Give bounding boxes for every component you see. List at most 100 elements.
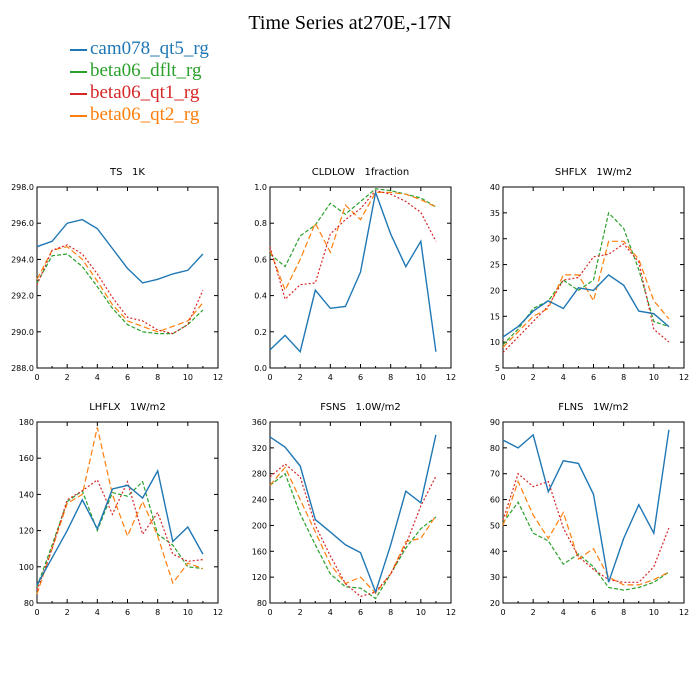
y-tick-label: 90 [490,418,500,427]
x-tick-label: 2 [298,608,303,617]
y-tick-label: 40 [490,183,500,192]
chart-panel: SHFLX 1W/m2 0 2 4 6 8 10 12 5 10 15 20 25 30 35 40 [490,167,689,382]
y-tick-label: 20 [490,599,500,608]
x-tick-label: 8 [388,608,393,617]
legend-label: cam078_qt5_rg [90,38,209,59]
legend-swatch [70,115,87,117]
x-tick-label: 6 [591,608,596,617]
chart-panel: FLNS 1W/m2 0 2 4 6 8 10 12 20 30 40 50 60 70 80 90 [490,402,689,617]
chart-panel: FSNS 1.0W/m2 0 2 4 6 8 10 12 80 120 160 200 240 280 32… [252,402,456,617]
y-tick-label: 180 [19,418,34,427]
y-tick-label: 30 [490,235,500,244]
y-tick-label: 120 [19,527,34,536]
plot-frame [269,186,452,369]
x-tick-label: 8 [155,608,160,617]
x-tick-label: 12 [213,373,223,382]
y-tick-label: 294.0 [11,255,34,264]
panel-title: LHFLX 1W/m2 [89,402,166,413]
y-tick-label: 0.6 [254,255,267,264]
series-line-beta06_qt2_rg [36,246,204,333]
x-tick-label: 6 [125,608,130,617]
y-tick-label: 40 [490,547,500,556]
y-tick-label: 10 [490,338,500,347]
y-tick-label: 140 [19,490,34,499]
x-tick-label: 12 [679,608,689,617]
x-tick-label: 6 [125,373,130,382]
y-tick-label: 50 [490,521,500,530]
series-line-beta06_dflt_rg [269,188,437,268]
plot-frame [269,421,452,604]
x-tick-label: 0 [34,373,39,382]
x-tick-label: 12 [446,373,456,382]
x-tick-label: 10 [416,373,426,382]
x-tick-label: 0 [267,373,272,382]
series-line-cam078_qt5_rg [502,273,670,338]
series-line-cam078_qt5_rg [269,434,437,595]
x-tick-label: 6 [358,608,363,617]
series-line-beta06_qt2_rg [502,479,670,586]
y-tick-label: 298.0 [11,183,34,192]
chart-panel: TS 1K 0 2 4 6 8 10 12 288.0 290.0 292.0 294.0 296.0 2… [11,167,223,382]
plot-frame [36,186,219,369]
series-line-beta06_qt2_rg [502,240,670,348]
y-tick-label: 0.4 [254,292,267,301]
panel-title: TS 1K [109,167,145,178]
x-tick-label: 0 [500,373,505,382]
y-tick-label: 288.0 [11,364,34,373]
legend-swatch [70,93,87,95]
x-tick-label: 10 [183,373,193,382]
series-line-beta06_qt2_rg [269,466,437,595]
figure-title: Time Series at270E,-17N [248,12,452,34]
y-tick-label: 0.0 [254,364,267,373]
series-line-beta06_dflt_rg [269,472,437,600]
series-line-beta06_qt2_rg [36,427,204,595]
y-tick-label: 290.0 [11,328,34,337]
x-tick-label: 8 [621,373,626,382]
x-tick-label: 4 [561,608,566,617]
panel-title: FLNS 1W/m2 [558,402,628,413]
x-tick-label: 2 [298,373,303,382]
series-line-cam078_qt5_rg [36,218,204,284]
x-tick-label: 10 [416,608,426,617]
x-tick-label: 4 [95,608,100,617]
series-line-beta06_qt1_rg [36,478,203,591]
x-tick-label: 2 [531,373,536,382]
series-line-beta06_qt2_rg [269,191,437,292]
legend-swatch [70,49,87,51]
y-tick-label: 70 [490,470,500,479]
panel-title: CLDLOW 1fraction [312,167,410,178]
y-tick-label: 80 [490,444,500,453]
x-tick-label: 2 [65,608,70,617]
x-tick-label: 10 [649,373,659,382]
x-tick-label: 8 [155,373,160,382]
y-tick-label: 100 [19,563,34,572]
legend-label: beta06_qt1_rg [90,82,200,103]
y-tick-label: 292.0 [11,292,34,301]
y-tick-label: 5 [495,364,500,373]
y-tick-label: 80 [24,599,34,608]
series-line-cam078_qt5_rg [36,468,204,586]
panel-title: SHFLX 1W/m2 [555,167,632,178]
series-line-beta06_dflt_rg [502,211,670,346]
y-tick-label: 0.8 [254,219,267,228]
y-tick-label: 60 [490,496,500,505]
series-line-beta06_dflt_rg [502,501,670,591]
series-line-beta06_qt1_rg [36,244,204,335]
x-tick-label: 8 [621,608,626,617]
legend-label: beta06_dflt_rg [90,60,202,81]
series-line-beta06_qt1_rg [269,463,437,598]
y-tick-label: 320 [252,444,267,453]
x-tick-label: 4 [328,373,333,382]
y-tick-label: 360 [252,418,267,427]
y-tick-label: 240 [252,496,267,505]
series-line-cam078_qt5_rg [502,429,670,583]
y-tick-label: 25 [490,261,500,270]
x-tick-label: 6 [358,373,363,382]
x-tick-label: 8 [388,373,393,382]
series-line-cam078_qt5_rg [269,189,437,354]
chart-panel: CLDLOW 1fraction 0 2 4 6 8 10 12 0.0 0.2 0.4 0.6 0.8… [254,167,456,382]
series-line-beta06_dflt_rg [36,253,204,335]
x-tick-label: 4 [561,373,566,382]
y-tick-label: 15 [490,312,500,321]
